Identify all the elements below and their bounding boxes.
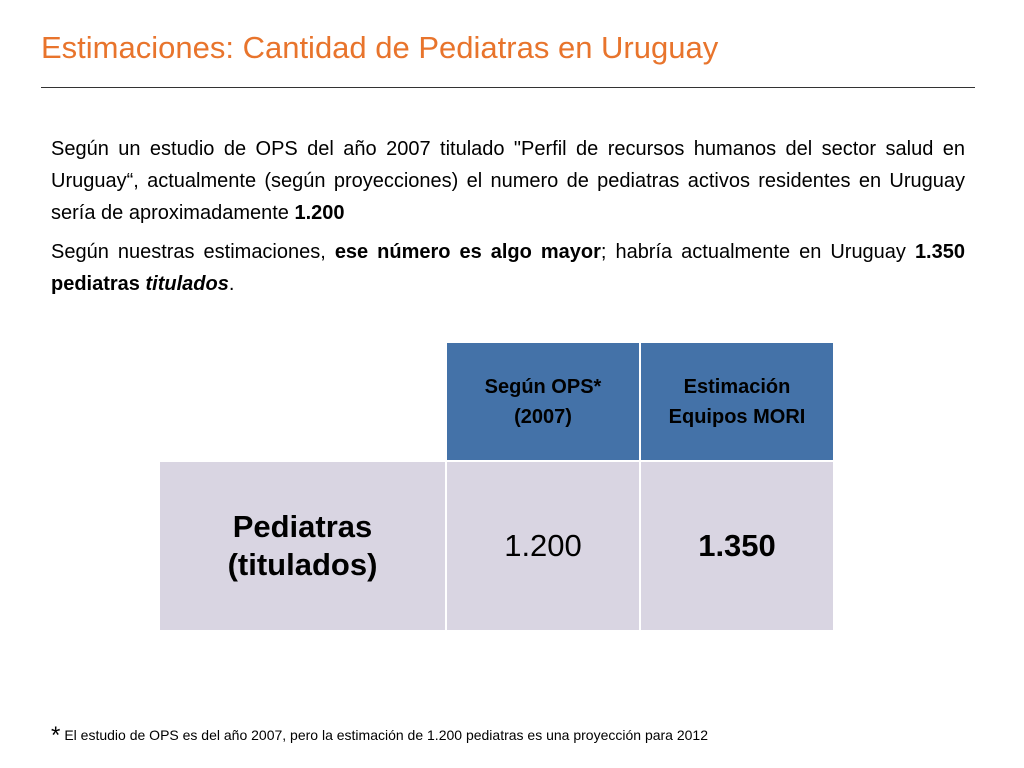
estimate-count-qualifier: titulados — [145, 273, 229, 295]
header-mori-line2: Equipos MORI — [668, 405, 806, 428]
estimate-bold-phrase: ese número es algo mayor — [334, 241, 601, 263]
body-text: Según un estudio de OPS del año 2007 tit… — [51, 133, 965, 307]
table-corner-cell — [160, 343, 445, 460]
ops-estimate-value: 1.200 — [294, 202, 345, 224]
value-ops: 1.200 — [445, 460, 639, 630]
table-row: Pediatras (titulados) 1.200 1.350 — [160, 460, 833, 630]
estimate-count-number: 1.350 pediatras — [51, 241, 965, 295]
paragraph-own-estimate: Según nuestras estimaciones, ese número … — [51, 236, 965, 300]
row-label-line1: Pediatras — [232, 509, 373, 544]
estimate-suffix: . — [228, 273, 235, 295]
value-mori: 1.350 — [639, 460, 833, 630]
estimate-count: 1.350 pediatras titulados — [51, 241, 965, 295]
footnote: * El estudio de OPS es del año 2007, pero… — [51, 722, 708, 750]
header-ops-line1: Según OPS* — [484, 375, 602, 398]
estimates-table: Según OPS* (2007) Estimación Equipos MOR… — [160, 343, 833, 630]
title-divider — [41, 87, 975, 88]
paragraph-ops-text: Según un estudio de OPS del año 2007 tit… — [51, 138, 965, 224]
row-label-line2: (titulados) — [227, 547, 378, 582]
footnote-text: El estudio de OPS es del año 2007, pero … — [64, 727, 708, 743]
table-header-row: Según OPS* (2007) Estimación Equipos MOR… — [160, 343, 833, 460]
slide-title: Estimaciones: Cantidad de Pediatras en U… — [41, 30, 719, 65]
row-label-pediatras: Pediatras (titulados) — [160, 460, 445, 630]
header-mori: Estimación Equipos MORI — [639, 343, 833, 460]
header-mori-line1: Estimación — [683, 375, 791, 398]
header-ops: Según OPS* (2007) — [445, 343, 639, 460]
footnote-marker: * — [51, 722, 61, 749]
estimate-prefix: Según nuestras estimaciones, — [51, 241, 335, 263]
paragraph-ops-study: Según un estudio de OPS del año 2007 tit… — [51, 133, 965, 229]
header-ops-line2: (2007) — [514, 405, 572, 428]
estimate-middle: ; habría actualmente en Uruguay — [600, 241, 915, 263]
